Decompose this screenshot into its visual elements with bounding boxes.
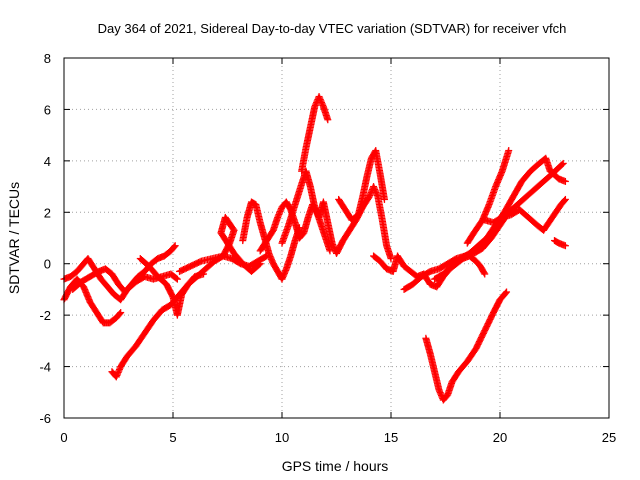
y-tick-label: -2 <box>39 308 51 323</box>
y-tick-labels: -6 -4 -2 0 2 4 6 8 <box>39 51 51 426</box>
series-track-p <box>481 195 569 234</box>
series-track-a <box>60 275 125 327</box>
series-track-g <box>239 198 303 283</box>
y-tick-label: -6 <box>39 411 51 426</box>
series-track-q <box>551 237 569 250</box>
data-point-fill <box>255 261 263 269</box>
data-point <box>559 159 567 167</box>
data-point-fill <box>116 310 124 318</box>
series-track-j <box>298 93 332 175</box>
data-point-fill <box>172 274 180 282</box>
data-point <box>561 177 569 185</box>
data-point <box>505 147 513 155</box>
x-tick-label: 5 <box>169 430 176 445</box>
data-point <box>171 242 179 250</box>
series-track-c <box>69 242 179 296</box>
data-point-fill <box>170 243 178 251</box>
y-tick-label: 0 <box>44 257 51 272</box>
x-tick-label: 15 <box>384 430 398 445</box>
data-point <box>324 116 332 124</box>
data-point <box>380 195 388 203</box>
x-tick-labels: 0 5 10 15 20 25 <box>60 430 616 445</box>
data-point <box>256 260 264 268</box>
x-axis-label: GPS time / hours <box>282 458 389 474</box>
data-point <box>503 288 511 296</box>
x-tick-label: 25 <box>602 430 616 445</box>
data-point <box>561 195 569 203</box>
y-tick-label: 4 <box>44 154 51 169</box>
data-point <box>481 270 489 278</box>
data-point-fill <box>502 289 510 297</box>
data-point-fill <box>561 196 569 204</box>
plot-frame <box>63 57 610 419</box>
x-tick-label: 0 <box>60 430 67 445</box>
x-tick-label: 10 <box>275 430 289 445</box>
y-tick-label: 6 <box>44 102 51 117</box>
data-point-fill <box>558 160 566 168</box>
chart-title: Day 364 of 2021, Sidereal Day-to-day VTE… <box>98 21 567 36</box>
data-point <box>173 275 181 283</box>
y-tick-label: -4 <box>39 360 51 375</box>
series-track-f <box>176 213 264 275</box>
series-track-k <box>335 147 388 224</box>
x-tick-label: 20 <box>493 430 507 445</box>
data-point <box>561 242 569 250</box>
series-track-r <box>422 288 511 404</box>
y-tick-label: 2 <box>44 205 51 220</box>
data-points <box>60 93 569 404</box>
grid <box>64 58 609 418</box>
data-point <box>117 309 125 317</box>
data-point-fill <box>480 269 488 277</box>
y-tick-label: 8 <box>44 51 51 66</box>
y-axis-label: SDTVAR / TECUs <box>6 182 22 294</box>
